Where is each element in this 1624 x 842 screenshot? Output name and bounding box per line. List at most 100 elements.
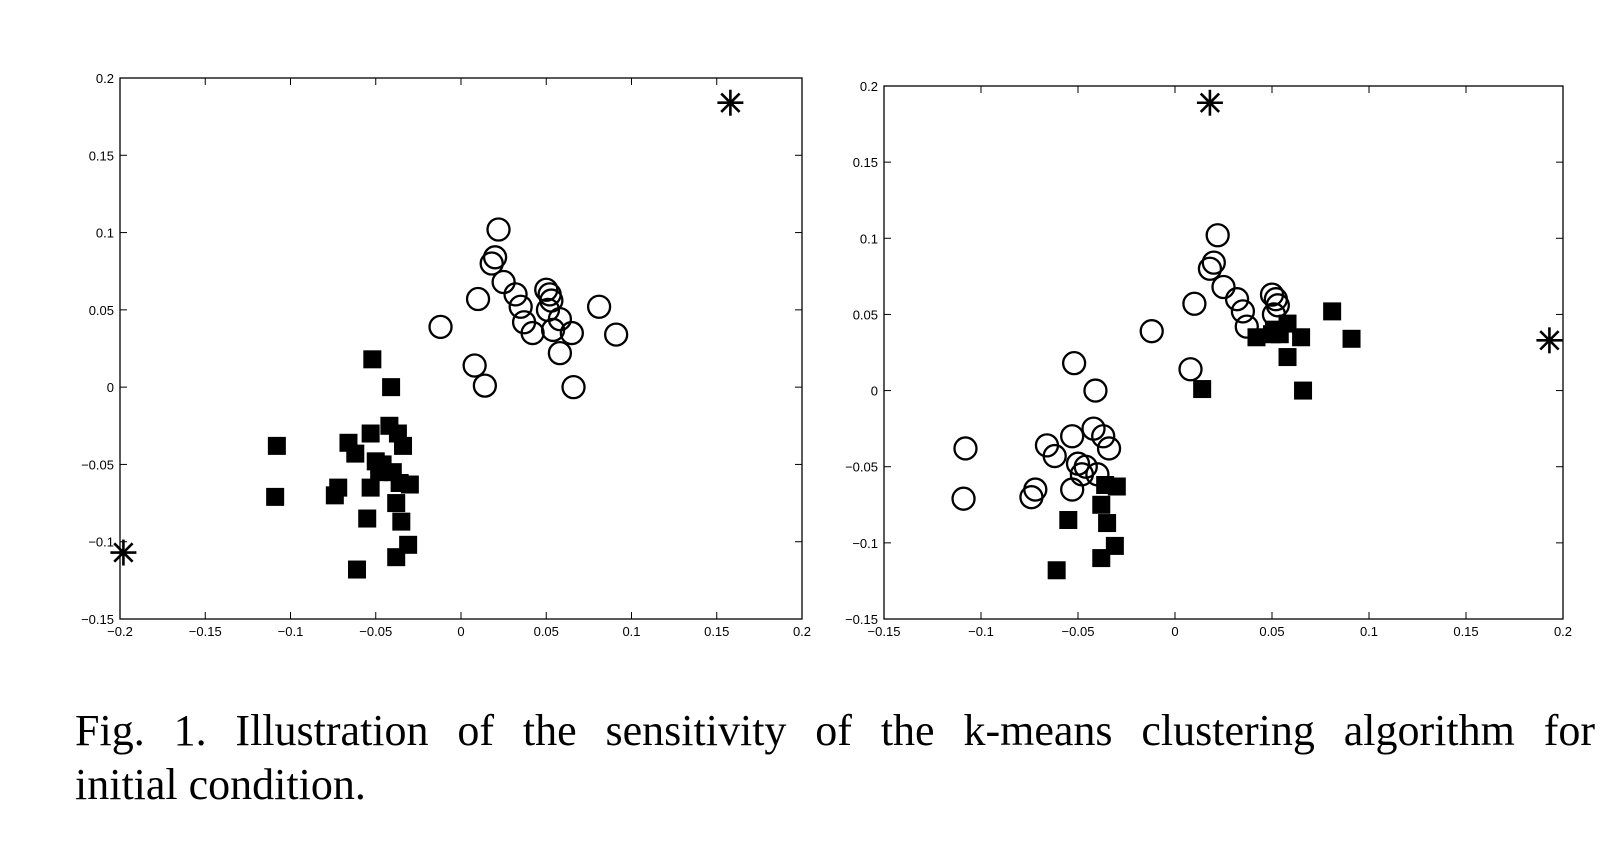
circle-point <box>1061 351 1087 376</box>
circle-point <box>1201 250 1226 275</box>
y-tick-label: −0.05 <box>845 460 878 475</box>
centroid-star <box>1536 327 1563 354</box>
circle-point <box>604 322 629 347</box>
square-point <box>1047 561 1066 580</box>
y-tick-label: −0.15 <box>845 612 878 627</box>
square-point <box>1092 549 1111 568</box>
square-point <box>358 509 377 528</box>
square-point <box>1342 329 1361 348</box>
circle-point <box>1019 485 1044 510</box>
circle-point <box>1230 299 1256 324</box>
x-tick-label: 0 <box>457 624 464 639</box>
square-point <box>382 378 401 397</box>
centroid-star <box>110 539 137 566</box>
square-point <box>1193 380 1212 399</box>
y-tick-label: 0 <box>107 380 114 395</box>
y-tick-label: 0.05 <box>853 307 878 322</box>
square-point <box>1098 514 1117 533</box>
y-tick-label: −0.05 <box>81 457 114 472</box>
x-tick-label: −0.2 <box>107 624 133 639</box>
circle-point <box>1060 424 1085 449</box>
square-point <box>1323 302 1342 321</box>
square-point <box>392 512 411 531</box>
square-point <box>361 478 380 497</box>
square-point <box>346 444 365 463</box>
circle-point <box>1211 274 1236 300</box>
x-tick-label: 0 <box>1171 624 1178 639</box>
square-point <box>1294 381 1313 400</box>
x-tick-label: −0.1 <box>278 624 304 639</box>
circle-point <box>951 486 976 511</box>
circle-point <box>547 306 573 332</box>
scatter-plot-2: −0.15 −0.1 −0.05 0 0.05 0.1 0.15 0.2 −0.15 −0.1 −0… <box>845 79 1572 639</box>
x-tick-label: 0.05 <box>1259 624 1284 639</box>
circle-point <box>1042 443 1067 469</box>
square-point <box>1092 495 1111 514</box>
x-tick-label: 0.15 <box>704 624 729 639</box>
x-tick-label: −0.05 <box>1062 624 1095 639</box>
square-point <box>387 494 406 513</box>
y-tick-label: −0.15 <box>81 612 114 627</box>
y-tick-label: 0.1 <box>96 226 114 241</box>
y-tick-label: 0.2 <box>96 71 114 86</box>
circle-point <box>508 294 533 319</box>
circle-point <box>1091 424 1116 449</box>
square-point <box>399 535 418 554</box>
square-point <box>363 350 382 369</box>
plot-frame <box>883 85 1564 620</box>
circle-point <box>1182 291 1207 316</box>
circle-point <box>953 436 978 461</box>
square-point <box>400 475 419 494</box>
x-tick-label: 0.05 <box>534 624 559 639</box>
circle-point <box>465 286 491 312</box>
circle-point <box>1060 477 1085 502</box>
y-tick-label: −0.1 <box>852 536 878 551</box>
circle-point <box>547 340 573 366</box>
x-tick-label: 0.2 <box>793 624 811 639</box>
x-tick-label: −0.15 <box>189 624 222 639</box>
circle-point <box>486 217 511 242</box>
x-tick-label: −0.05 <box>359 624 392 639</box>
figure-caption-line-1: Fig. 1. Illustration of the sensitivity … <box>75 706 1595 755</box>
square-point <box>361 424 380 443</box>
circle-point <box>1265 293 1290 318</box>
circle-point <box>1205 223 1230 248</box>
circle-point <box>1081 416 1106 441</box>
circle-point <box>479 251 504 276</box>
y-tick-label: 0 <box>871 384 878 399</box>
y-tick-label: 0.15 <box>853 155 878 170</box>
circle-point <box>428 314 453 340</box>
square-point <box>1278 348 1297 367</box>
plot-frame <box>119 77 803 620</box>
y-tick-label: 0.1 <box>860 231 878 246</box>
circle-point <box>503 282 528 307</box>
circle-point <box>1139 319 1164 344</box>
circle-point <box>586 294 612 319</box>
figure-plots: −0.2 −0.15 −0.1 −0.05 0 0.05 0.1 0.15 0.2−0.15−0… <box>81 71 1572 639</box>
square-point <box>267 436 286 455</box>
x-tick-label: 0.1 <box>622 624 640 639</box>
y-tick-label: −0.1 <box>88 535 114 550</box>
x-tick-label: −0.15 <box>868 624 901 639</box>
circle-point <box>491 269 516 295</box>
square-point <box>1107 477 1126 496</box>
centroid-star <box>1196 89 1223 116</box>
circle-point <box>1224 287 1250 312</box>
square-point <box>1059 511 1078 530</box>
x-tick-label: 0.15 <box>1453 624 1478 639</box>
square-point <box>1105 536 1124 555</box>
square-point <box>1278 314 1297 333</box>
circle-point <box>1096 436 1122 461</box>
y-tick-label: 0.05 <box>89 303 114 318</box>
circle-point <box>1197 256 1223 281</box>
centroid-star <box>717 89 744 116</box>
scatter-plot-1: −0.2 −0.15 −0.1 −0.05 0 0.05 0.1 0.15 0.2−0.15−0… <box>81 71 811 639</box>
circle-point <box>559 320 584 346</box>
circle-point <box>1178 357 1203 382</box>
circle-point <box>482 245 508 270</box>
square-point <box>325 486 344 505</box>
square-point <box>394 436 413 455</box>
y-tick-label: 0.15 <box>89 148 114 163</box>
square-point <box>1247 328 1266 347</box>
